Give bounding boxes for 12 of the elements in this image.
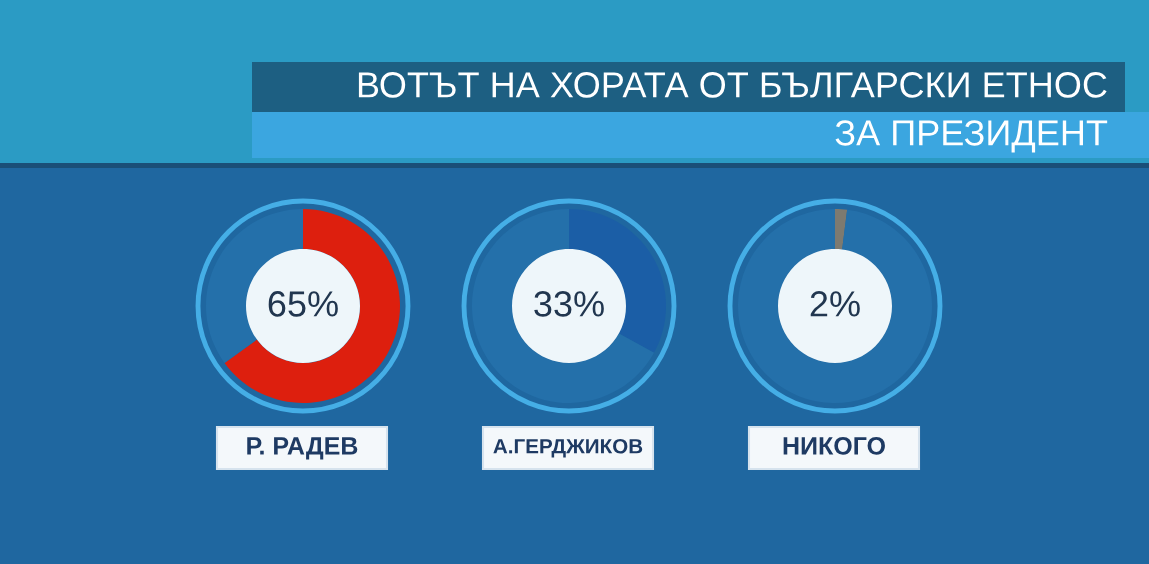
data-label: 2%: [810, 291, 860, 317]
data-label: 65%: [268, 291, 338, 317]
donut-slice: [224, 209, 400, 403]
text: Р. РАДЕВ: [247, 437, 358, 460]
donut-slice: [835, 209, 848, 250]
data-label: 33%: [534, 291, 604, 317]
donut-slice: [472, 209, 654, 403]
donut-slice: [738, 209, 932, 403]
text: А.ГЕРДЖИКОВ: [493, 438, 643, 458]
text: ЗА ПРЕЗИДЕНТ: [835, 120, 1108, 153]
text: НИКОГО: [783, 437, 885, 455]
text: ВОТЪТ НА ХОРАТА ОТ БЪЛГАРСКИ ЕТНОС: [358, 72, 1107, 98]
